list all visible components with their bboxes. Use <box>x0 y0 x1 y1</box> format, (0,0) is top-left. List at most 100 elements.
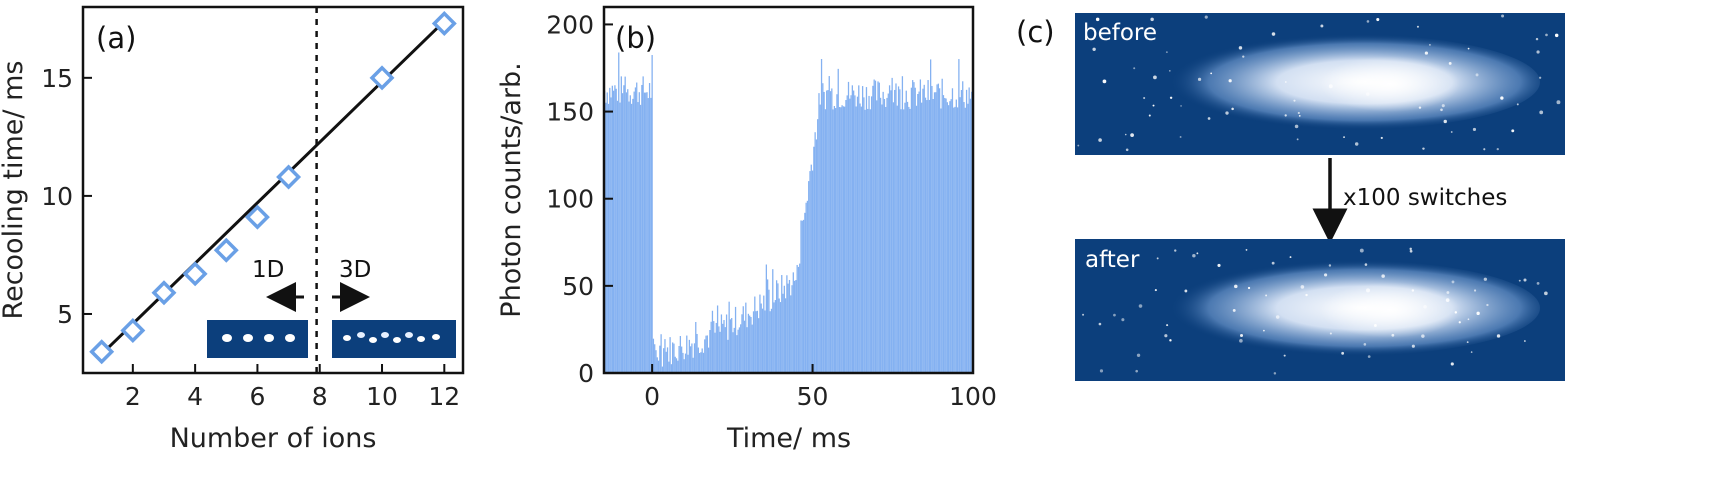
noise-dot <box>1366 20 1370 23</box>
noise-dot <box>1418 106 1422 109</box>
histogram-bar <box>832 109 834 373</box>
noise-dot <box>1283 354 1286 357</box>
noise-dot <box>1556 100 1561 105</box>
histogram-bar <box>740 324 742 373</box>
histogram-bar <box>881 104 883 374</box>
noise-dot <box>1359 248 1364 253</box>
histogram-bar <box>910 87 913 373</box>
histogram-bar <box>625 92 628 374</box>
histogram-bar <box>774 300 776 373</box>
histogram-bar <box>691 343 693 373</box>
histogram-bar <box>878 82 880 373</box>
histogram-bar <box>897 86 900 373</box>
noise-dot <box>1179 136 1182 138</box>
histogram-bar <box>654 344 656 373</box>
histogram-bar <box>855 106 857 373</box>
noise-dot <box>1197 77 1202 81</box>
noise-dot <box>1500 96 1504 100</box>
histogram-bar <box>876 100 878 373</box>
histogram-bar <box>836 94 838 374</box>
histogram-bar <box>664 339 666 373</box>
histogram-bar <box>926 100 928 373</box>
histogram-bar <box>715 322 717 373</box>
histogram-bar <box>797 266 800 373</box>
noise-dot <box>1284 81 1287 83</box>
noise-dot <box>1296 138 1299 141</box>
histogram-bar <box>806 200 809 373</box>
noise-dot <box>1373 324 1377 327</box>
histogram-bar <box>969 98 972 374</box>
histogram-bar <box>799 263 801 373</box>
noise-dot <box>1324 273 1328 277</box>
histogram-bars <box>604 52 974 374</box>
noise-dot <box>1239 339 1243 343</box>
histogram-bar <box>906 101 909 374</box>
histogram-bar <box>801 220 803 373</box>
noise-dot <box>1411 289 1415 292</box>
histogram-bar <box>863 97 865 373</box>
histogram-bar <box>668 361 670 373</box>
histogram-bar <box>933 92 936 374</box>
histogram-bar <box>828 76 830 373</box>
histogram-bar <box>858 85 860 373</box>
noise-dot <box>1271 32 1276 36</box>
noise-dot <box>1271 261 1275 265</box>
histogram-bar <box>946 102 948 374</box>
histogram-bar <box>768 289 770 373</box>
histogram-bar <box>924 97 927 374</box>
histogram-bar <box>719 331 721 373</box>
histogram-bar <box>963 102 965 373</box>
histogram-bar <box>956 107 959 373</box>
histogram-bar <box>642 76 644 373</box>
noise-dot <box>1363 343 1367 346</box>
histogram-bar <box>964 107 966 373</box>
noise-dot <box>1467 318 1470 321</box>
noise-dot <box>1204 15 1208 19</box>
histogram-bar <box>778 298 780 373</box>
histogram-bar <box>767 279 769 373</box>
histogram-bar <box>883 99 886 374</box>
histogram-bar <box>752 311 755 373</box>
histogram-bar <box>955 99 957 373</box>
noise-dot <box>1472 127 1477 132</box>
histogram-bar <box>844 106 846 373</box>
histogram-bar <box>759 294 761 373</box>
histogram-bar <box>899 89 901 373</box>
noise-dot <box>1148 114 1151 117</box>
histogram-bar <box>710 321 712 373</box>
histogram-bar <box>941 78 943 373</box>
y-tick-label: 50 <box>562 272 594 301</box>
histogram-bar <box>909 108 911 373</box>
noise-dot <box>1367 355 1371 358</box>
panel-a: 2 4 6 8 10 12 5 10 15 (a) Number of ions Recooli… <box>0 5 465 454</box>
histogram-bar <box>896 105 898 374</box>
noise-dot <box>1450 362 1454 366</box>
histogram-bar <box>647 98 649 374</box>
histogram-bar <box>831 88 833 373</box>
histogram-bar <box>698 352 701 373</box>
histogram-bar <box>688 339 690 373</box>
histogram-bar <box>826 90 828 373</box>
camera-image-before: before <box>1075 13 1565 155</box>
noise-dot <box>1516 103 1519 106</box>
noise-dot <box>1328 264 1332 267</box>
histogram-bar <box>633 91 635 374</box>
noise-dot <box>1138 304 1143 308</box>
histogram-bar <box>773 302 775 373</box>
noise-dot <box>1545 33 1548 37</box>
histogram-bar <box>723 320 725 373</box>
noise-dot <box>1150 17 1154 22</box>
noise-dot <box>1217 263 1221 267</box>
panel-c: (c) before x100 switches after <box>1016 13 1565 381</box>
histogram-bar <box>714 332 716 373</box>
x-tick-label: 8 <box>312 382 328 411</box>
histogram-bar <box>777 283 779 373</box>
histogram-bar <box>610 97 612 373</box>
histogram-bar <box>657 360 660 373</box>
histogram-bar <box>660 334 662 373</box>
histogram-bar <box>808 181 810 373</box>
histogram-bar <box>792 272 794 373</box>
noise-dot <box>1300 285 1305 289</box>
noise-dot <box>1536 50 1540 54</box>
histogram-bar <box>919 79 922 373</box>
